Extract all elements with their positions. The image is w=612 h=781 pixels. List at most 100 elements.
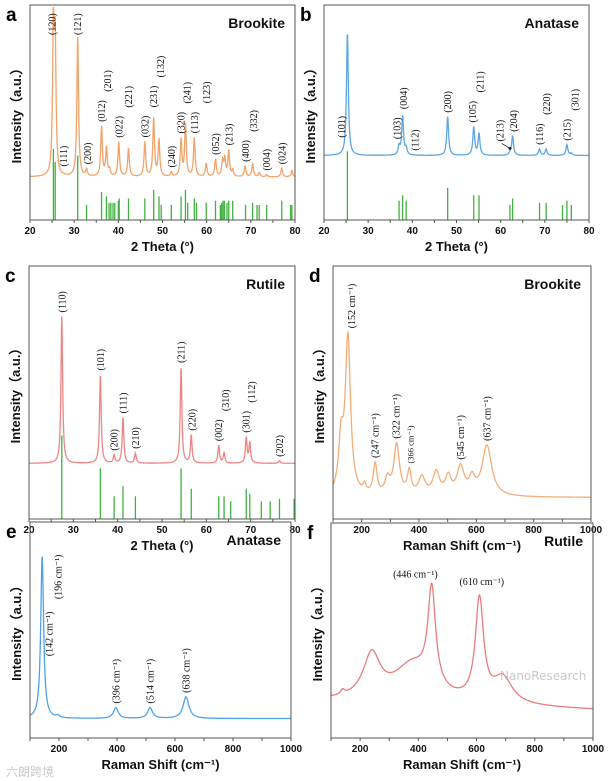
peak-annotation: (545 cm⁻¹) — [456, 415, 467, 460]
peak-annotation: (200) — [110, 429, 121, 451]
peak-annotation: (332) — [249, 110, 260, 132]
y-axis-label: Intensity（a.u.） — [312, 342, 327, 444]
peak-annotation: (637 cm⁻¹) — [482, 396, 493, 441]
peak-annotation: (110) — [57, 291, 68, 312]
peak-annotation: (204) — [509, 110, 520, 132]
x-tick-label: 70 — [245, 226, 257, 237]
annotation-arrow — [501, 143, 511, 149]
peak-annotation: (101) — [337, 116, 348, 138]
peak-annotation: (113) — [190, 112, 201, 133]
peak-annotation: (116) — [535, 123, 546, 144]
peak-annotation: (004) — [262, 149, 273, 171]
peak-annotation: (247 cm⁻¹) — [371, 413, 382, 458]
peak-annotation: (022) — [114, 116, 125, 138]
spectrum-line — [29, 556, 291, 720]
peak-annotation: (301) — [241, 411, 252, 433]
x-tick-label: 30 — [68, 525, 80, 536]
peak-annotation: (213) — [224, 124, 235, 146]
panel-letter: b — [300, 5, 312, 26]
peak-annotation: (320) — [177, 112, 188, 134]
x-axis-label: 2 Theta (°) — [131, 239, 194, 254]
peak-annotation: (400) — [241, 140, 252, 162]
panel-title: Rutile — [544, 533, 583, 549]
peak-annotation: (012) — [97, 100, 108, 122]
x-tick-label: 80 — [289, 226, 301, 237]
peak-annotation: (196 cm⁻¹) — [53, 555, 64, 600]
x-tick-label: 40 — [112, 525, 124, 536]
panel-d: 200 400 600 800 1000 Raman Shift (cm⁻¹) Intens… — [309, 265, 603, 553]
peak-annotation: (210) — [131, 427, 142, 449]
peak-annotation: (220) — [188, 409, 199, 431]
panel-title: Brookite — [524, 276, 581, 292]
peak-annotation: (120) — [48, 13, 59, 35]
y-axis-label: Intensity（a.u.） — [9, 62, 24, 164]
peak-annotation: (103) — [392, 117, 403, 139]
spectrum-line — [332, 329, 591, 498]
panel-title: Anatase — [525, 15, 580, 31]
x-axis-label: Raman Shift (cm⁻¹) — [403, 538, 521, 553]
peak-annotation: (213) — [495, 120, 506, 142]
panel-title: Anatase — [227, 532, 282, 548]
x-tick-label: 80 — [289, 525, 301, 536]
spectrum-line — [323, 34, 589, 157]
peak-annotation: (240) — [167, 146, 178, 168]
x-tick-label: 600 — [468, 525, 485, 536]
x-tick-label: 200 — [51, 744, 68, 755]
peak-annotation: (123) — [202, 82, 213, 104]
peak-annotation: (111) — [118, 392, 129, 413]
peak-annotation: (231) — [149, 86, 160, 108]
peak-annotation: (200) — [83, 143, 94, 165]
x-tick-label: 600 — [167, 744, 184, 755]
peak-annotation: (514 cm⁻¹) — [146, 659, 157, 704]
x-axis-label: 2 Theta (°) — [131, 538, 194, 553]
peak-annotation: (105) — [468, 101, 479, 123]
peak-annotation: (112) — [410, 129, 421, 150]
x-tick-label: 50 — [451, 226, 463, 237]
watermark-right: NanoResearch — [500, 669, 586, 683]
x-tick-label: 80 — [583, 226, 595, 237]
panel-letter: c — [5, 266, 16, 287]
peak-annotation: (052) — [211, 133, 222, 155]
panel-letter: f — [307, 523, 314, 544]
y-axis-label: Intensity（a.u.） — [8, 342, 23, 444]
watermark-left: 六朗跨境 — [6, 764, 54, 779]
peak-annotation: (004) — [399, 87, 410, 109]
x-tick-label: 60 — [495, 226, 507, 237]
peak-annotation: (322 cm⁻¹) — [392, 394, 403, 439]
peak-annotation: (221) — [124, 86, 135, 108]
spectrum-line — [29, 316, 295, 464]
x-tick-label: 20 — [318, 226, 330, 237]
peak-annotation: (111) — [59, 146, 70, 167]
panel-e: 200 400 600 800 1000 Raman Shift (cm⁻¹) Intens… — [6, 521, 303, 772]
peak-annotation: (200) — [443, 91, 454, 113]
peak-annotation: (101) — [96, 349, 107, 371]
x-tick-label: 50 — [157, 226, 169, 237]
x-tick-label: 200 — [352, 744, 369, 755]
peak-annotation: (310) — [221, 389, 232, 411]
x-tick-label: 1000 — [582, 744, 605, 755]
x-tick-label: 800 — [525, 525, 542, 536]
peak-annotation: (002) — [214, 419, 225, 441]
peak-annotation: (610 cm⁻¹) — [459, 577, 504, 588]
peak-annotation: (202) — [275, 435, 286, 457]
peak-annotation: (301) — [570, 89, 581, 111]
x-tick-label: 800 — [526, 744, 543, 755]
panel-f: 200 400 600 800 1000 Raman Shift (cm⁻¹) Intens… — [307, 522, 605, 772]
panel-a: 20 30 40 50 60 70 80 2 Theta (°) Intensity（a.u.）… — [6, 4, 301, 254]
panel-title: Brookite — [228, 15, 285, 31]
x-tick-label: 20 — [23, 525, 35, 536]
x-axis-label: Raman Shift (cm⁻¹) — [101, 757, 219, 772]
peak-annotation: (201) — [103, 70, 114, 92]
x-tick-label: 1000 — [580, 525, 603, 536]
peak-annotation: (132) — [156, 56, 167, 78]
panel-letter: e — [6, 522, 17, 543]
x-tick-label: 800 — [225, 744, 242, 755]
spectrum-line — [29, 6, 296, 178]
peak-annotation: (396 cm⁻¹) — [111, 659, 122, 704]
x-tick-label: 400 — [410, 744, 427, 755]
peak-annotation: (032) — [140, 116, 151, 138]
y-axis-label: Intensity（a.u.） — [9, 579, 24, 681]
peak-annotation: (638 cm⁻¹) — [182, 648, 193, 693]
x-tick-label: 40 — [407, 226, 419, 237]
